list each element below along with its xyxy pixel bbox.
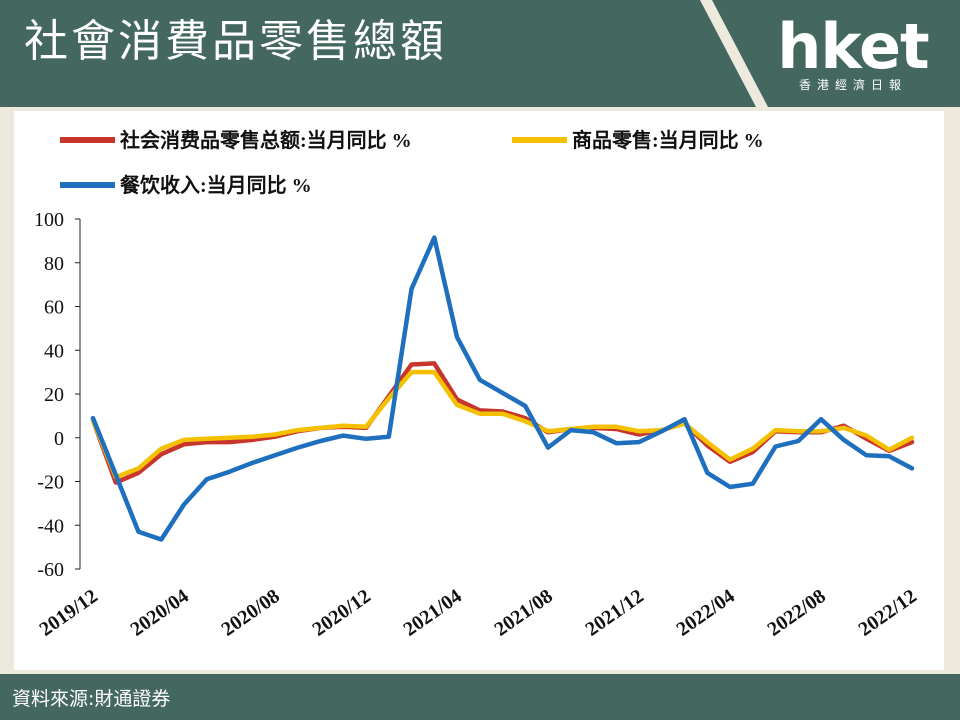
- chart-panel: 社会消费品零售总额:当月同比 % 商品零售:当月同比 % 餐饮收入:当月同比 % 10…: [14, 111, 944, 670]
- y-tick-label: -40: [37, 515, 64, 537]
- y-tick-label: 60: [44, 297, 64, 319]
- header-divider-stripe: [700, 0, 768, 107]
- series-line: [90, 369, 915, 480]
- legend-label: 社会消费品零售总额:当月同比 %: [119, 128, 412, 152]
- legend-label: 餐饮收入:当月同比 %: [120, 173, 312, 197]
- logo-word: hket: [777, 10, 929, 83]
- x-tick-label: 2020/08: [218, 585, 284, 641]
- y-tick-label: -60: [37, 559, 64, 581]
- legend-label: 商品零售:当月同比 %: [572, 128, 764, 152]
- line-chart: 社会消费品零售总额:当月同比 % 商品零售:当月同比 % 餐饮收入:当月同比 % 10…: [34, 128, 921, 641]
- y-tick-label: 0: [54, 428, 64, 450]
- y-tick-label: 80: [44, 253, 64, 275]
- header-bar: [0, 0, 960, 107]
- footer: 資料來源:財通證券: [0, 674, 960, 720]
- header-decoration: [700, 0, 768, 107]
- logo-subtitle: 香港經濟日報: [798, 78, 907, 92]
- series-line: [90, 361, 915, 485]
- header: 社會消費品零售總額 hket 香港經濟日報: [0, 0, 960, 107]
- x-tick-label: 2021/08: [491, 585, 557, 641]
- x-tick-label: 2020/04: [127, 585, 193, 641]
- y-tick-label: -20: [37, 472, 64, 494]
- hket-logo: hket 香港經濟日報: [768, 14, 938, 93]
- x-tick-label: 2020/12: [309, 585, 375, 641]
- x-tick-label: 2022/04: [673, 585, 739, 641]
- y-tick-label: 40: [44, 340, 64, 362]
- y-tick-label: 100: [34, 209, 64, 231]
- series-line: [90, 235, 915, 542]
- source-note: 資料來源:財通證券: [12, 688, 171, 710]
- x-tick-label: 2022/08: [764, 585, 830, 641]
- y-tick-label: 20: [44, 384, 64, 406]
- x-tick-label: 2021/12: [582, 585, 648, 641]
- page-title: 社會消費品零售總額: [24, 16, 447, 67]
- x-tick-label: 2021/04: [400, 585, 466, 641]
- x-tick-label: 2022/12: [855, 585, 921, 641]
- x-tick-label: 2019/12: [36, 585, 102, 641]
